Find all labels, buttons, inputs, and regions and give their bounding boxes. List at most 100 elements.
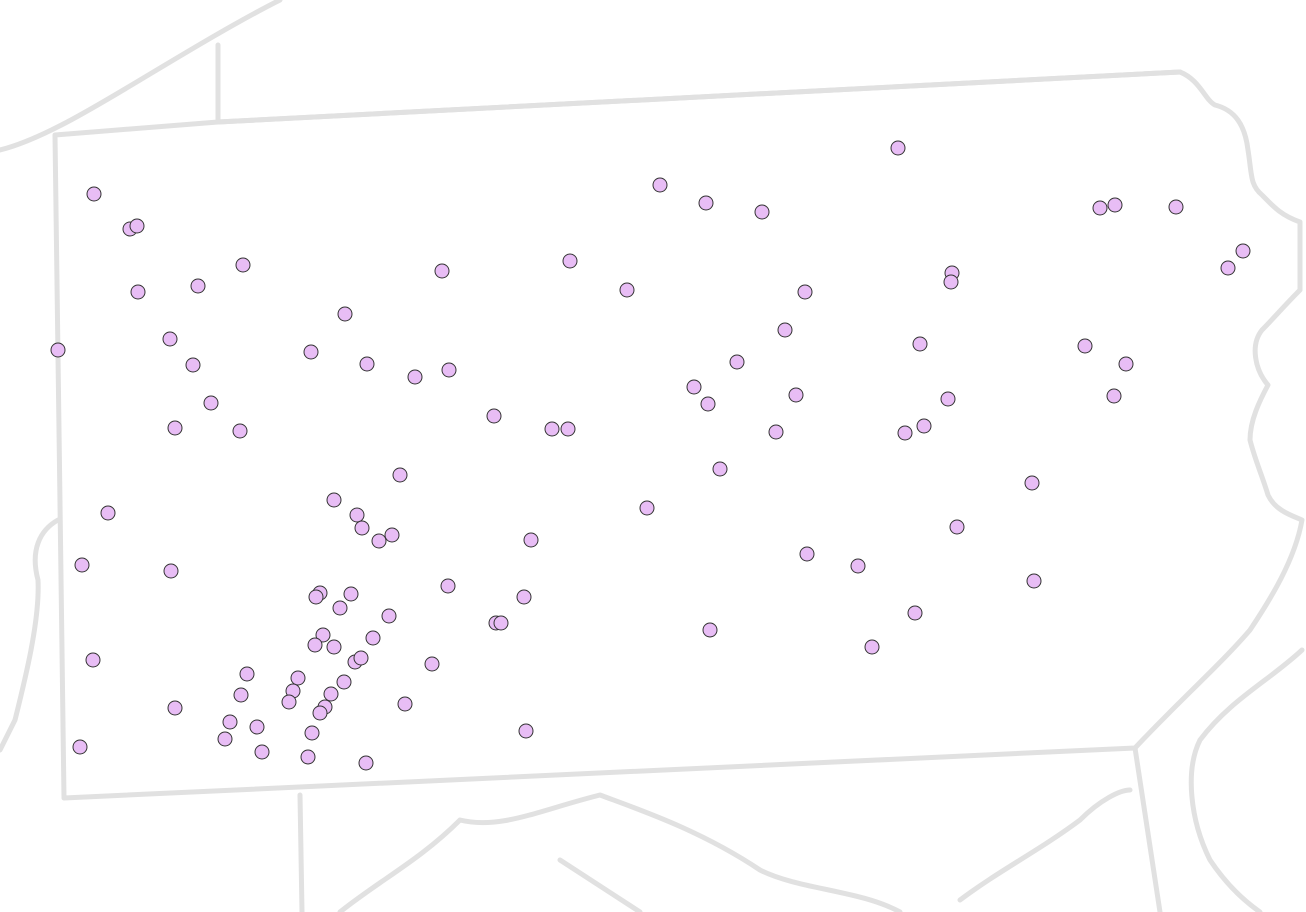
site-marker bbox=[300, 749, 316, 765]
site-marker bbox=[304, 725, 320, 741]
site-marker bbox=[712, 461, 728, 477]
site-marker bbox=[486, 408, 502, 424]
site-marker bbox=[729, 354, 745, 370]
site-marker bbox=[523, 532, 539, 548]
site-marker bbox=[619, 282, 635, 298]
site-marker bbox=[130, 284, 146, 300]
site-marker bbox=[162, 331, 178, 347]
site-marker bbox=[185, 357, 201, 373]
site-marker bbox=[167, 420, 183, 436]
site-marker bbox=[235, 257, 251, 273]
site-marker bbox=[949, 519, 965, 535]
site-marker bbox=[336, 674, 352, 690]
site-marker bbox=[323, 686, 339, 702]
site-marker bbox=[308, 589, 324, 605]
site-marker bbox=[303, 344, 319, 360]
site-marker bbox=[167, 700, 183, 716]
site-marker bbox=[326, 639, 342, 655]
site-marker bbox=[799, 546, 815, 562]
site-marker bbox=[686, 379, 702, 395]
delaware-shore bbox=[1188, 647, 1305, 912]
site-markers bbox=[50, 140, 1251, 771]
site-marker bbox=[1107, 197, 1123, 213]
site-marker bbox=[440, 578, 456, 594]
site-marker bbox=[343, 586, 359, 602]
site-marker bbox=[233, 687, 249, 703]
site-marker bbox=[100, 505, 116, 521]
site-marker bbox=[1026, 573, 1042, 589]
site-marker bbox=[190, 278, 206, 294]
site-marker bbox=[74, 557, 90, 573]
site-marker bbox=[890, 140, 906, 156]
site-marker bbox=[50, 342, 66, 358]
site-marker bbox=[290, 670, 306, 686]
chesapeake-shore bbox=[957, 787, 1133, 903]
site-marker bbox=[337, 306, 353, 322]
site-marker bbox=[315, 627, 331, 643]
site-marker bbox=[788, 387, 804, 403]
lake-shore bbox=[0, 0, 283, 153]
site-marker bbox=[850, 558, 866, 574]
site-marker bbox=[354, 520, 370, 536]
site-marker bbox=[1024, 475, 1040, 491]
site-marker bbox=[349, 507, 365, 523]
site-marker bbox=[700, 396, 716, 412]
site-marker bbox=[424, 656, 440, 672]
pennsylvania-outline bbox=[52, 69, 1305, 801]
site-marker bbox=[652, 177, 668, 193]
site-marker bbox=[1168, 199, 1184, 215]
site-marker bbox=[326, 492, 342, 508]
site-marker bbox=[217, 731, 233, 747]
site-marker bbox=[384, 527, 400, 543]
site-marker bbox=[129, 218, 145, 234]
site-marker bbox=[912, 336, 928, 352]
west-virginia-boundary bbox=[0, 517, 61, 753]
site-marker bbox=[392, 467, 408, 483]
site-marker bbox=[371, 533, 387, 549]
site-marker bbox=[493, 615, 509, 631]
site-marker bbox=[943, 274, 959, 290]
site-marker bbox=[281, 694, 297, 710]
site-marker bbox=[907, 605, 923, 621]
site-marker bbox=[397, 696, 413, 712]
internal-line bbox=[557, 857, 643, 912]
site-marker bbox=[312, 705, 328, 721]
site-marker bbox=[163, 563, 179, 579]
site-marker bbox=[1118, 356, 1134, 372]
site-marker bbox=[560, 421, 576, 437]
site-marker bbox=[1220, 260, 1236, 276]
site-marker bbox=[359, 356, 375, 372]
site-marker bbox=[239, 666, 255, 682]
site-marker bbox=[72, 739, 88, 755]
site-marker bbox=[441, 362, 457, 378]
site-marker bbox=[754, 204, 770, 220]
site-marker bbox=[358, 755, 374, 771]
site-marker bbox=[85, 652, 101, 668]
new-york-boundary bbox=[215, 42, 1183, 125]
site-marker bbox=[381, 608, 397, 624]
site-marker bbox=[86, 186, 102, 202]
site-marker bbox=[544, 421, 560, 437]
site-marker bbox=[1092, 200, 1108, 216]
site-marker bbox=[365, 630, 381, 646]
site-marker bbox=[698, 195, 714, 211]
site-marker bbox=[254, 744, 270, 760]
site-marker bbox=[797, 284, 813, 300]
site-marker bbox=[1235, 243, 1251, 259]
site-marker bbox=[222, 714, 238, 730]
virginia-boundary bbox=[337, 792, 903, 912]
site-marker bbox=[702, 622, 718, 638]
site-marker bbox=[562, 253, 578, 269]
site-marker bbox=[940, 391, 956, 407]
site-marker bbox=[897, 425, 913, 441]
site-marker bbox=[916, 418, 932, 434]
site-marker bbox=[639, 500, 655, 516]
site-marker bbox=[1077, 338, 1093, 354]
site-marker bbox=[518, 723, 534, 739]
site-marker bbox=[232, 423, 248, 439]
site-marker bbox=[332, 600, 348, 616]
site-marker bbox=[307, 637, 323, 653]
